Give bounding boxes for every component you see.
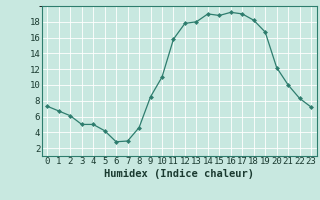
- X-axis label: Humidex (Indice chaleur): Humidex (Indice chaleur): [104, 169, 254, 179]
